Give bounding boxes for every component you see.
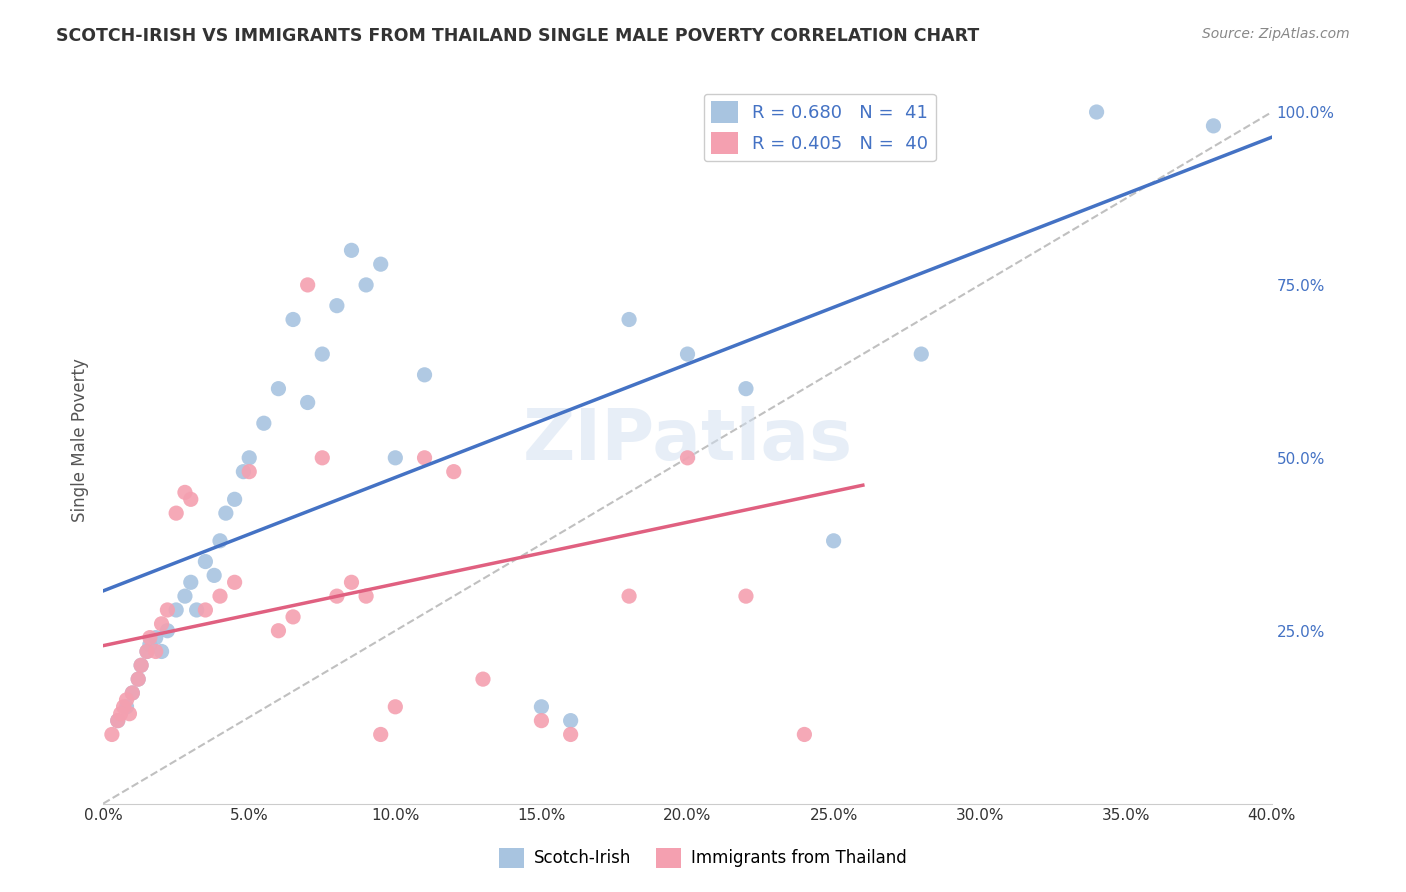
- Point: [150, 616, 173, 631]
- Point: [370, 727, 392, 741]
- Point: [560, 714, 582, 728]
- Point: [735, 382, 758, 396]
- Point: [180, 575, 202, 590]
- Point: [617, 589, 640, 603]
- Point: [110, 706, 132, 721]
- Point: [118, 706, 141, 721]
- Point: [127, 672, 149, 686]
- Point: [136, 644, 159, 658]
- Point: [384, 699, 406, 714]
- Point: [127, 672, 149, 686]
- Point: [165, 603, 187, 617]
- Point: [156, 603, 179, 617]
- Point: [676, 450, 699, 465]
- Point: [354, 589, 377, 603]
- Point: [115, 693, 138, 707]
- Point: [311, 347, 333, 361]
- Point: [530, 714, 553, 728]
- Point: [326, 589, 349, 603]
- Point: [1085, 105, 1108, 120]
- Point: [224, 575, 246, 590]
- Point: [139, 631, 162, 645]
- Point: [340, 575, 363, 590]
- Point: [281, 610, 304, 624]
- Point: [139, 638, 162, 652]
- Point: [326, 299, 349, 313]
- Point: [107, 714, 129, 728]
- Text: ZIPatlas: ZIPatlas: [523, 406, 852, 475]
- Point: [202, 568, 225, 582]
- Point: [121, 686, 143, 700]
- Point: [224, 492, 246, 507]
- Point: [735, 589, 758, 603]
- Point: [165, 506, 187, 520]
- Point: [129, 658, 152, 673]
- Point: [443, 465, 465, 479]
- Point: [174, 589, 197, 603]
- Point: [145, 631, 167, 645]
- Point: [472, 672, 495, 686]
- Point: [530, 699, 553, 714]
- Point: [793, 727, 815, 741]
- Point: [676, 347, 699, 361]
- Point: [115, 699, 138, 714]
- Text: Source: ZipAtlas.com: Source: ZipAtlas.com: [1202, 27, 1350, 41]
- Point: [238, 450, 260, 465]
- Point: [145, 644, 167, 658]
- Point: [215, 506, 238, 520]
- Legend: R = 0.680   N =  41, R = 0.405   N =  40: R = 0.680 N = 41, R = 0.405 N = 40: [703, 94, 935, 161]
- Point: [281, 312, 304, 326]
- Point: [112, 699, 135, 714]
- Point: [311, 450, 333, 465]
- Point: [129, 658, 152, 673]
- Point: [194, 555, 217, 569]
- Point: [180, 492, 202, 507]
- Point: [413, 450, 436, 465]
- Point: [297, 277, 319, 292]
- Point: [370, 257, 392, 271]
- Point: [194, 603, 217, 617]
- Point: [232, 465, 254, 479]
- Point: [297, 395, 319, 409]
- Point: [101, 727, 124, 741]
- Point: [156, 624, 179, 638]
- Point: [617, 312, 640, 326]
- Point: [150, 644, 173, 658]
- Point: [560, 727, 582, 741]
- Point: [136, 644, 159, 658]
- Y-axis label: Single Male Poverty: Single Male Poverty: [72, 359, 89, 523]
- Text: SCOTCH-IRISH VS IMMIGRANTS FROM THAILAND SINGLE MALE POVERTY CORRELATION CHART: SCOTCH-IRISH VS IMMIGRANTS FROM THAILAND…: [56, 27, 980, 45]
- Point: [121, 686, 143, 700]
- Point: [174, 485, 197, 500]
- Point: [340, 244, 363, 258]
- Point: [107, 714, 129, 728]
- Point: [238, 465, 260, 479]
- Point: [910, 347, 932, 361]
- Point: [267, 624, 290, 638]
- Legend: Scotch-Irish, Immigrants from Thailand: Scotch-Irish, Immigrants from Thailand: [492, 841, 914, 875]
- Point: [1202, 119, 1225, 133]
- Point: [384, 450, 406, 465]
- Point: [413, 368, 436, 382]
- Point: [186, 603, 208, 617]
- Point: [253, 416, 276, 430]
- Point: [208, 589, 231, 603]
- Point: [208, 533, 231, 548]
- Point: [852, 105, 875, 120]
- Point: [354, 277, 377, 292]
- Point: [823, 533, 845, 548]
- Point: [267, 382, 290, 396]
